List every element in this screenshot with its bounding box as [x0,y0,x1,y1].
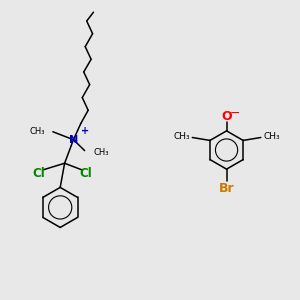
Text: O: O [221,110,232,123]
Text: CH₃: CH₃ [263,131,280,140]
Text: CH₃: CH₃ [94,148,109,158]
Text: Cl: Cl [33,167,45,180]
Text: +: + [81,126,89,136]
Text: Cl: Cl [80,167,92,180]
Text: −: − [230,107,240,120]
Text: N: N [69,135,78,145]
Text: Br: Br [219,182,234,195]
Text: CH₃: CH₃ [173,131,190,140]
Text: CH₃: CH₃ [29,127,45,136]
